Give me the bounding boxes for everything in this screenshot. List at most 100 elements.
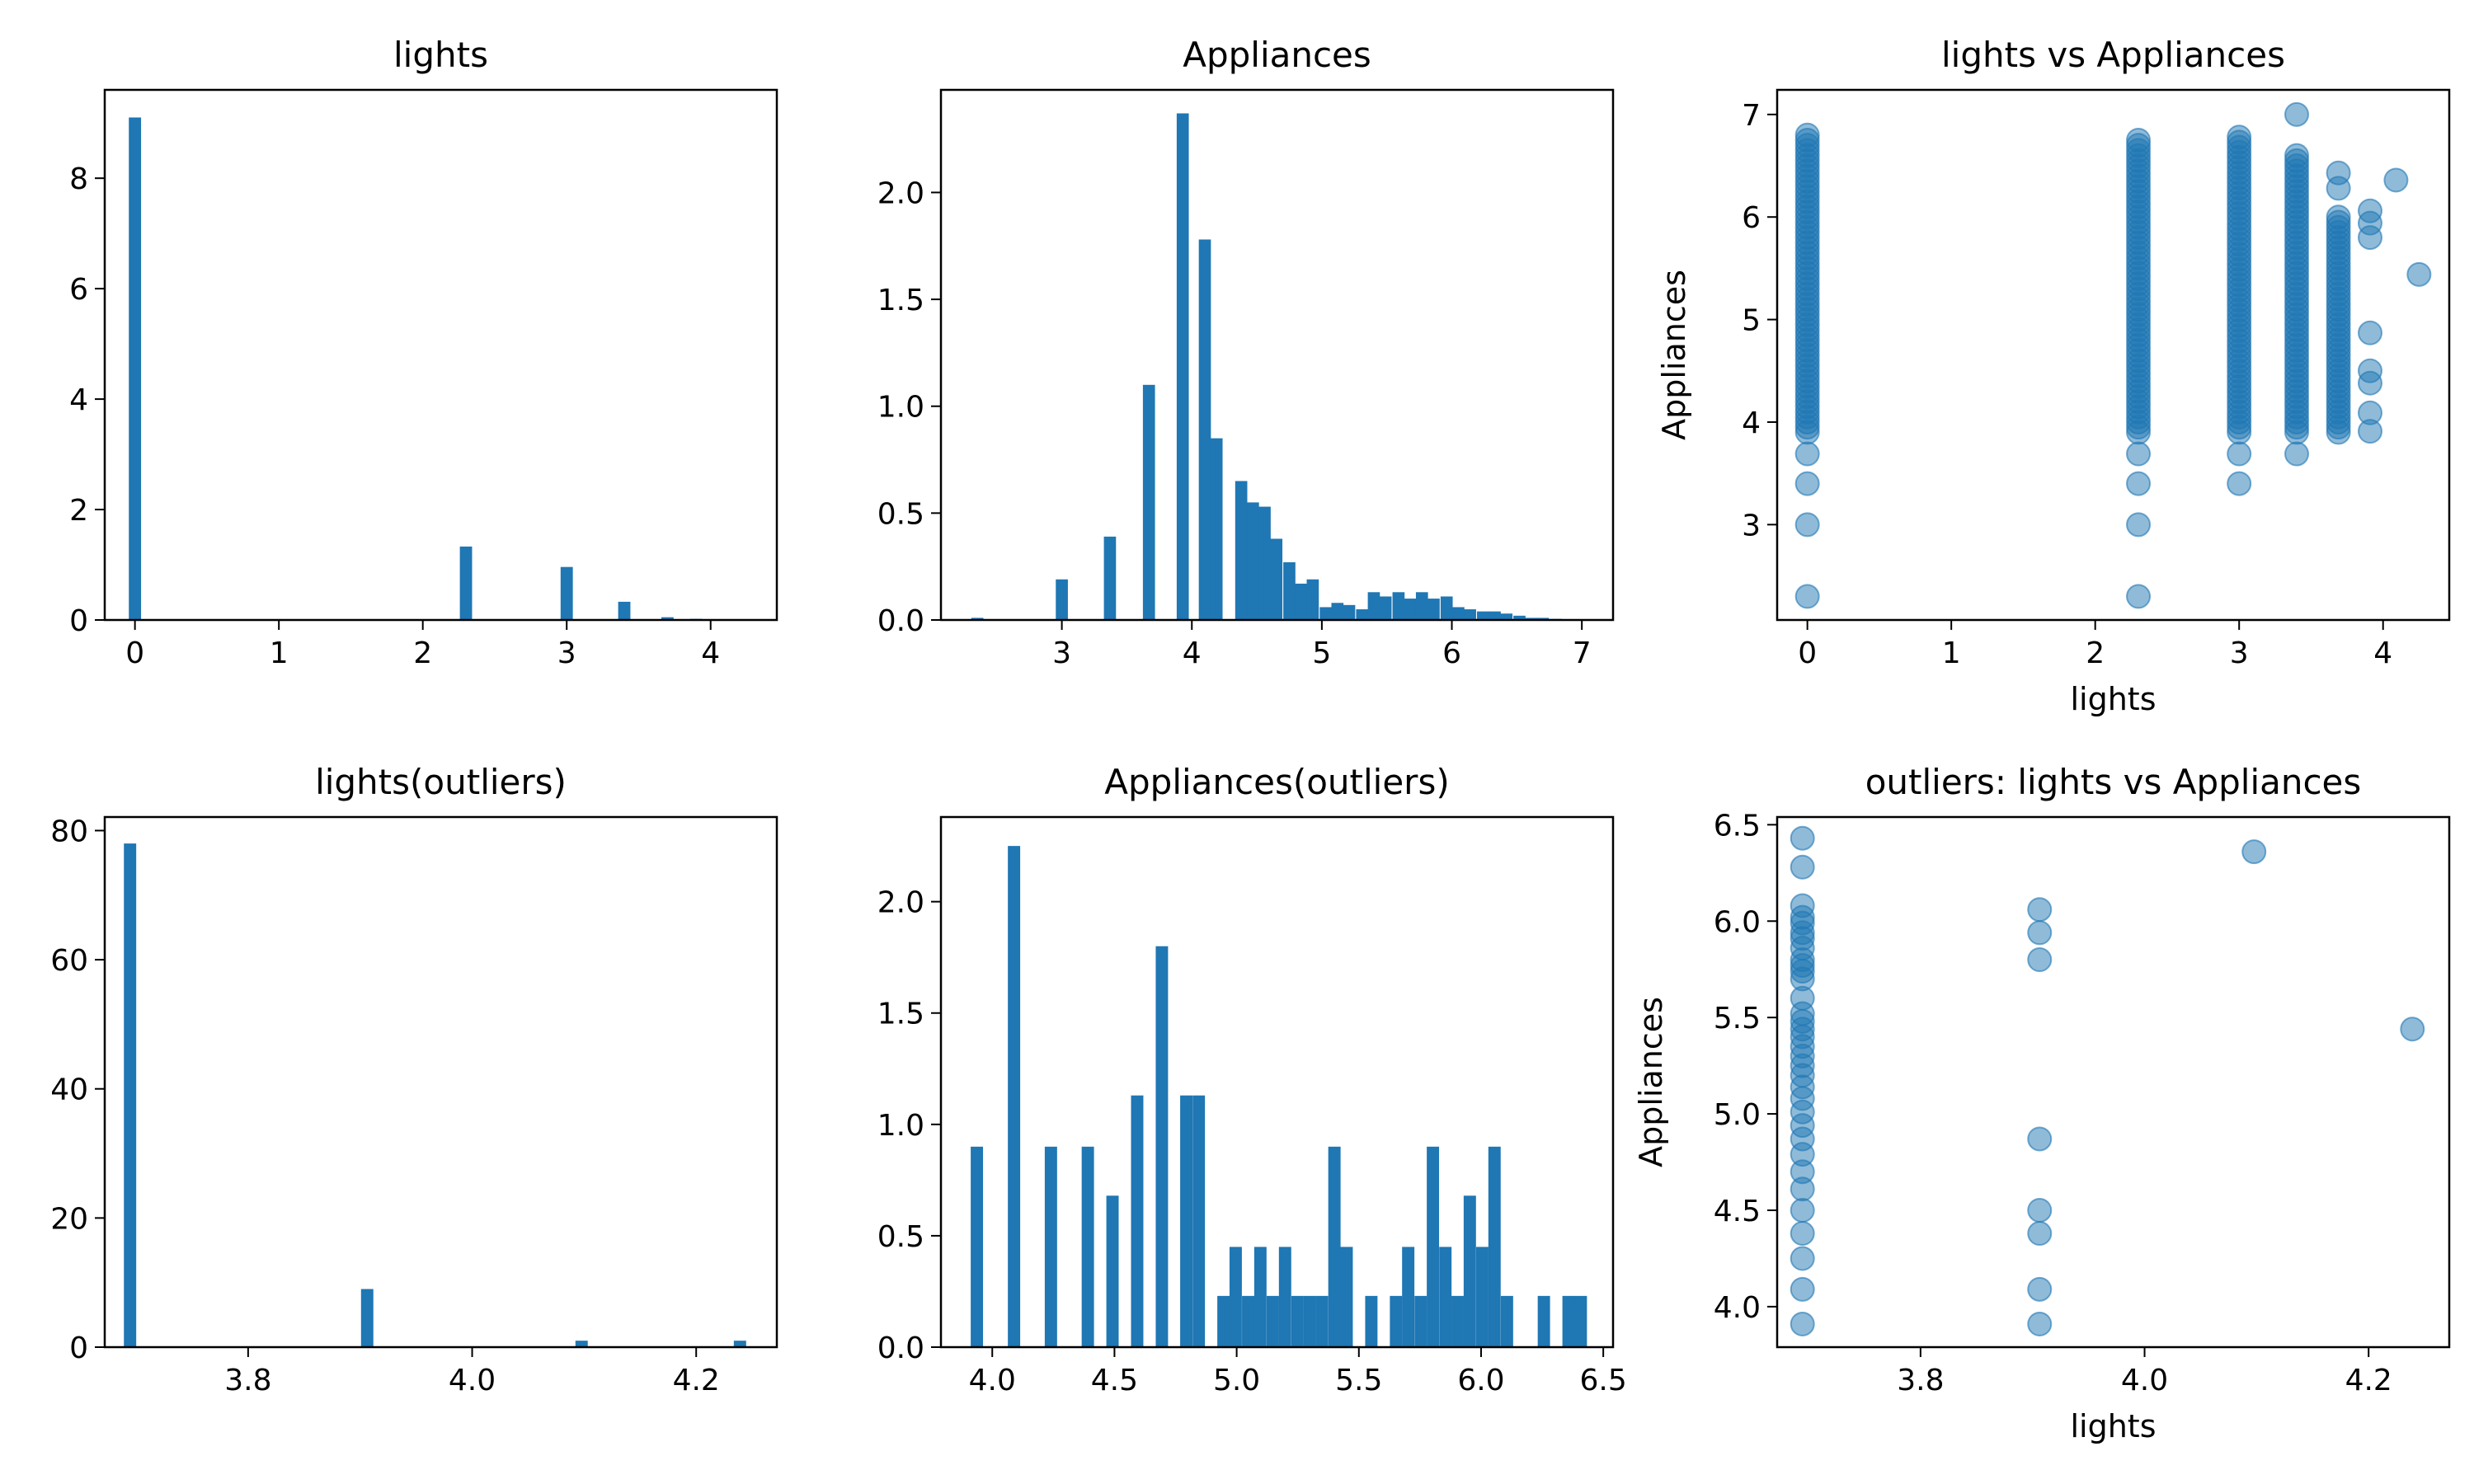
bar [1106, 1195, 1119, 1347]
x-tick-label: 0 [125, 636, 144, 670]
y-tick-label: 5 [1742, 304, 1761, 338]
axes-lights_hist: 0 1 2 3 4 0 2 4 6 8 lights [69, 35, 778, 670]
scatter-point [1794, 441, 1820, 467]
bar [1306, 579, 1319, 620]
y-tick-label: 0 [69, 1331, 88, 1365]
bar [1452, 607, 1465, 620]
scatter-point [1790, 1197, 1815, 1223]
y-tick-label: 2 [69, 494, 88, 528]
y-tick-label: 1.0 [877, 1109, 924, 1143]
x-tick-label: 3 [2230, 636, 2249, 670]
x-tick-label: 6.0 [1457, 1364, 1504, 1397]
scatter-point [2400, 1017, 2425, 1042]
bar [1291, 1295, 1304, 1347]
x-tick-label: 5 [1312, 636, 1331, 670]
bar [618, 601, 631, 620]
y-axis-label: Appliances [1656, 270, 1692, 440]
axes-frame [939, 815, 1615, 1349]
x-tick-label: 4.0 [2121, 1364, 2168, 1397]
scatter-point [1794, 584, 1820, 609]
x-tick-label: 5.0 [1213, 1364, 1260, 1397]
scatter-point [2126, 512, 2152, 538]
bar [1525, 618, 1538, 620]
bar [1319, 607, 1332, 620]
bar [1044, 1146, 1057, 1347]
y-tick-label: 6.0 [1714, 905, 1761, 939]
scatter-point [2284, 143, 2310, 168]
bar [1427, 1146, 1440, 1347]
y-tick-label: 4 [1742, 406, 1761, 440]
axes-appliances_hist: 3 4 5 6 7 0.0 0.5 1.0 1.5 2.0 Appliances [877, 35, 1615, 670]
x-tick-label: 4.2 [2345, 1364, 2392, 1397]
x-tick-label: 1 [1942, 636, 1961, 670]
x-tick-label: 4.2 [673, 1364, 720, 1397]
scatter-point [2406, 261, 2432, 287]
bar [1008, 846, 1021, 1347]
bar [1343, 604, 1356, 620]
y-tick-label: 6.5 [1714, 809, 1761, 843]
x-tick-label: 6.5 [1580, 1364, 1627, 1397]
scatter-point [2027, 1126, 2053, 1152]
bar [971, 1146, 984, 1347]
y-tick-label: 2.0 [877, 886, 924, 920]
x-tick-label: 0 [1798, 636, 1817, 670]
bar [1390, 1295, 1403, 1347]
x-tick-label: 4.5 [1091, 1364, 1138, 1397]
bar [1192, 1095, 1206, 1347]
scatter-point [1790, 1246, 1815, 1271]
scatter-point [2358, 198, 2383, 223]
scatter-point [2027, 1311, 2053, 1336]
bar [1536, 618, 1550, 620]
y-tick-label: 0.5 [877, 497, 924, 531]
bar [1365, 1295, 1378, 1347]
x-tick-label: 3.8 [224, 1364, 271, 1397]
scatter-point [2126, 471, 2152, 496]
x-tick-label: 2 [413, 636, 432, 670]
x-axis-label: lights [2070, 1408, 2156, 1444]
axes-lights_vs_appliances: 0 1 2 3 4 3 4 5 6 7 lights vs Appliances lights Appl… [1656, 35, 2451, 717]
scatter-point [2383, 167, 2409, 193]
scatter-point [2358, 358, 2383, 383]
bar [1266, 1295, 1279, 1347]
scatter-point [1790, 854, 1815, 880]
scatter-point [2027, 1197, 2053, 1223]
scatter-point [2126, 441, 2152, 467]
axes-appliances_outliers_hist: 4.0 4.5 5.0 5.5 6.0 6.5 0.0 0.5 1.0 1.5 2.0 Applian… [877, 762, 1627, 1397]
bar [1427, 599, 1440, 620]
x-tick-label: 4 [2373, 636, 2392, 670]
bar [1475, 1247, 1489, 1347]
y-tick-label: 0 [69, 604, 88, 638]
chart-title: Appliances(outliers) [1104, 762, 1449, 802]
chart-title: outliers: lights vs Appliances [1865, 762, 2362, 802]
bar [1367, 592, 1380, 620]
x-tick-label: 4 [701, 636, 720, 670]
y-tick-label: 1.5 [877, 284, 924, 317]
bar [1081, 1146, 1094, 1347]
bar [1131, 1095, 1144, 1347]
bar [1270, 538, 1283, 620]
y-tick-label: 5.5 [1714, 1002, 1761, 1036]
chart-title: lights vs Appliances [1941, 35, 2285, 75]
x-tick-label: 4 [1183, 636, 1202, 670]
bar [1562, 1295, 1575, 1347]
bar [1217, 1295, 1230, 1347]
y-tick-label: 5.0 [1714, 1098, 1761, 1132]
bar [1247, 502, 1259, 620]
y-tick-label: 6 [69, 273, 88, 307]
bar [360, 1289, 374, 1347]
bar [1439, 1247, 1452, 1347]
bar [1176, 113, 1189, 621]
bar [1315, 1295, 1329, 1347]
bar [1379, 596, 1392, 620]
bar [1278, 1247, 1291, 1347]
x-tick-label: 1 [270, 636, 289, 670]
bar [1253, 1247, 1267, 1347]
scatter-point [2027, 920, 2053, 946]
scatter-point [1790, 825, 1815, 851]
bar [1303, 1295, 1316, 1347]
axes-outliers_scatter: 3.8 4.0 4.2 4.0 4.5 5.0 5.5 6.0 6.5 outliers: lig… [1633, 762, 2451, 1444]
y-tick-label: 8 [69, 162, 88, 196]
y-tick-label: 4 [69, 383, 88, 417]
bar [1103, 536, 1117, 620]
